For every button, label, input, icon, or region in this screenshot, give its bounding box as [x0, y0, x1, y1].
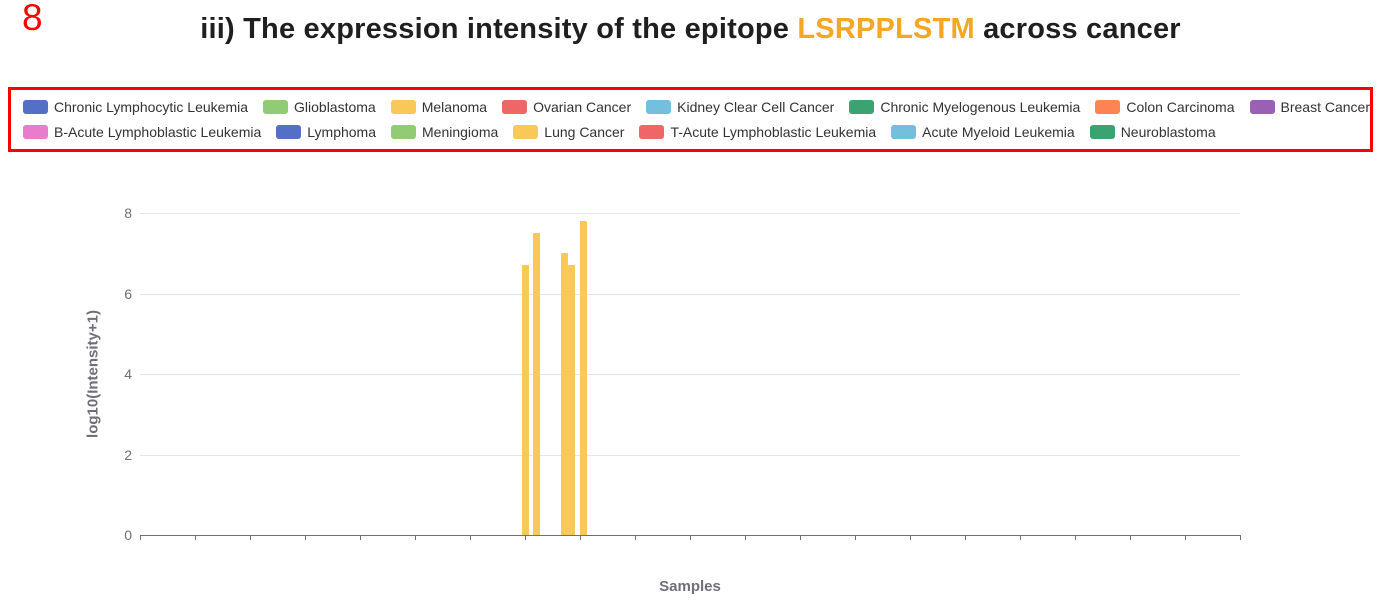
bar[interactable] [561, 253, 569, 535]
y-tick-label: 0 [124, 527, 132, 543]
x-tick [360, 535, 361, 540]
legend-item[interactable]: Lymphoma [276, 124, 376, 140]
gridline [140, 454, 1240, 456]
plot-area: 0 2 4 6 8 [124, 206, 1241, 542]
legend-color-chip [646, 100, 672, 114]
epitope-highlight: LSRPPLSTM [797, 13, 975, 45]
legend-item[interactable]: Acute Myeloid Leukemia [891, 124, 1075, 140]
legend-color-chip [1095, 100, 1121, 114]
y-tick-label: 2 [124, 446, 132, 463]
x-tick [965, 535, 966, 540]
legend-item-label: Breast Cancer [1280, 99, 1370, 115]
legend-item[interactable]: Ovarian Cancer [502, 99, 631, 115]
legend-item-label: Melanoma [421, 99, 488, 115]
legend-box: Chronic Lymphocytic Leukemia Glioblastoma… [8, 87, 1373, 152]
x-tick [745, 535, 746, 540]
x-tick [1020, 535, 1021, 540]
bar[interactable] [521, 265, 529, 535]
legend-item-label: Kidney Clear Cell Cancer [677, 99, 835, 115]
legend-item-label: B-Acute Lymphoblastic Leukemia [54, 124, 262, 140]
legend-item[interactable]: T-Acute Lymphoblastic Leukemia [639, 124, 876, 140]
gridline [140, 213, 1240, 214]
x-tick [635, 535, 636, 540]
legend-item-label: Ovarian Cancer [533, 99, 632, 115]
bar[interactable] [567, 265, 575, 535]
page-title: iii) The expression intensity of the epi… [0, 13, 1381, 46]
legend-row: Chronic Lymphocytic Leukemia Glioblastoma… [23, 99, 1370, 115]
y-tick-label: 8 [124, 205, 132, 221]
legend-color-chip [1249, 100, 1275, 114]
legend-item-label: Chronic Myelogenous Leukemia [880, 99, 1081, 115]
x-tick [305, 535, 306, 540]
x-tick [855, 535, 856, 540]
legend-color-chip [263, 100, 289, 114]
y-tick-label: 4 [124, 366, 132, 382]
annotation-number: 8 [22, 0, 43, 38]
legend-row: B-Acute Lymphoblastic Leukemia Lymphoma Me… [23, 124, 1358, 140]
legend-color-chip [1089, 125, 1115, 139]
legend-color-chip [391, 125, 417, 139]
title-suffix: across cancer [974, 13, 1181, 45]
x-tick [1240, 535, 1241, 540]
legend-item-label: Chronic Lymphocytic Leukemia [54, 99, 249, 115]
x-tick [1130, 535, 1131, 540]
legend-item-label: Neuroblastoma [1120, 124, 1216, 140]
bar[interactable] [532, 233, 540, 535]
gridline [140, 293, 1240, 295]
legend-color-chip [849, 100, 875, 114]
title-prefix: iii) The expression intensity of the epi… [200, 13, 798, 45]
legend-color-chip [639, 125, 665, 139]
x-tick [140, 535, 141, 540]
x-tick [470, 535, 471, 540]
legend-item[interactable]: Colon Carcinoma [1095, 99, 1235, 115]
legend-item[interactable]: Chronic Lymphocytic Leukemia [23, 99, 248, 115]
legend-item[interactable]: Melanoma [390, 99, 488, 115]
legend-item[interactable]: Lung Cancer [513, 124, 624, 140]
x-tick [910, 535, 911, 540]
x-tick [690, 535, 691, 540]
bar[interactable] [579, 221, 587, 535]
legend-item-label: Lung Cancer [544, 124, 625, 140]
x-tick [195, 535, 196, 540]
legend-item[interactable]: Breast Cancer [1249, 99, 1370, 115]
legend-item[interactable]: B-Acute Lymphoblastic Leukemia [23, 124, 261, 140]
legend-item[interactable]: Neuroblastoma [1089, 124, 1216, 140]
x-tick [1185, 535, 1186, 540]
legend-item-label: Meningioma [422, 124, 499, 140]
legend-color-chip [23, 100, 48, 114]
gridline [140, 374, 1240, 375]
legend-item-label: T-Acute Lymphoblastic Leukemia [670, 124, 877, 140]
x-axis-label: Samples [659, 578, 721, 595]
legend-item[interactable]: Meningioma [391, 124, 498, 140]
legend-item-label: Colon Carcinoma [1126, 99, 1235, 115]
y-tick-label: 6 [124, 285, 132, 302]
legend-item[interactable]: Chronic Myelogenous Leukemia [849, 99, 1080, 115]
legend-item-label: Glioblastoma [294, 99, 376, 115]
x-tick [525, 535, 526, 540]
legend-item[interactable]: Glioblastoma [263, 99, 376, 115]
legend-item[interactable]: Kidney Clear Cell Cancer [646, 99, 834, 115]
legend-item-label: Acute Myeloid Leukemia [922, 124, 1075, 140]
legend-item-label: Lymphoma [307, 124, 377, 140]
legend-color-chip [513, 125, 539, 139]
x-tick [580, 535, 581, 540]
x-tick [415, 535, 416, 540]
x-tick [800, 535, 801, 540]
legend-color-chip [276, 125, 302, 139]
legend-color-chip [23, 125, 48, 139]
legend-color-chip [502, 100, 528, 114]
legend-color-chip [891, 125, 917, 139]
x-tick [250, 535, 251, 540]
x-tick [1075, 535, 1076, 540]
legend-color-chip [390, 100, 416, 114]
